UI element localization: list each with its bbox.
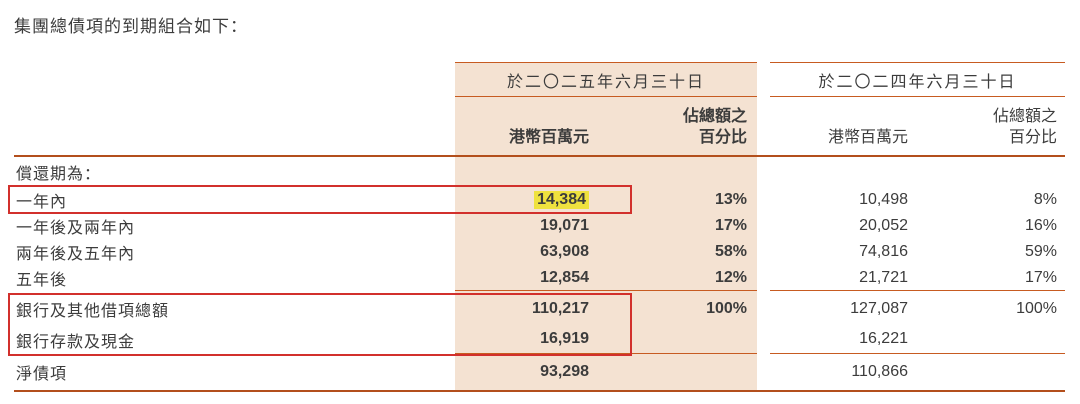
- row-label: 銀行及其他借項總額: [16, 303, 170, 320]
- header-percent-line2: 百分比: [1008, 129, 1057, 146]
- cell-percent-2025: 13%: [714, 191, 747, 208]
- cell-percent-2025: [595, 325, 757, 354]
- row-label: 一年後及兩年內: [16, 220, 136, 237]
- period-header-row: 於二〇二五年六月三十日 於二〇二四年六月三十日: [14, 62, 1065, 97]
- row-label: 銀行存款及現金: [16, 333, 136, 351]
- column-gap: [757, 97, 770, 155]
- cell-percent-2024: 17%: [915, 265, 1065, 291]
- intro-text: 集團總債項的到期組合如下：: [14, 17, 248, 36]
- row-label: 一年內: [16, 194, 68, 211]
- table-row-net-debt: 淨債項 93,298 110,866: [14, 354, 1065, 390]
- cell-percent-2024: [915, 354, 1065, 390]
- cell-amount-2025: 12,854: [455, 265, 595, 291]
- header-amount-label: 港幣百萬元: [508, 129, 589, 146]
- table-row-total-borrowings: 銀行及其他借項總額 110,217 100% 127,087 100%: [14, 291, 1065, 325]
- cell-percent-2024: 8%: [1033, 191, 1057, 208]
- header-amount-2024: 港幣百萬元: [770, 97, 915, 155]
- header-percent-2024: 佔總額之 百分比: [915, 97, 1065, 155]
- cell-amount-2024: 20,052: [859, 217, 908, 234]
- cell-amount-2024: 127,087: [850, 300, 908, 317]
- cell-percent-2025: 12%: [595, 265, 757, 291]
- cell-percent-2024: 59%: [1024, 243, 1057, 260]
- cell-amount-2024: 10,498: [859, 191, 908, 208]
- cell-percent-2024: 100%: [1016, 300, 1057, 317]
- cell-percent-2025: 17%: [714, 217, 747, 234]
- cell-amount-2025: 14,384: [455, 187, 595, 213]
- table-row-within-one-year: 一年內 14,384 13% 10,498 8%: [14, 187, 1065, 213]
- cell-amount-2025: 16,919: [455, 325, 595, 354]
- header-percent-line1: 佔總額之: [682, 108, 747, 125]
- header-amount-2025: 港幣百萬元: [455, 97, 595, 155]
- header-percent-line2: 百分比: [698, 129, 747, 146]
- row-label: 淨債項: [16, 366, 68, 383]
- table-row-one-to-two-years: 一年後及兩年內 19,071 17% 20,052 16%: [14, 213, 1065, 239]
- cell-amount-2024: 21,721: [770, 265, 915, 291]
- period-header-2025: 於二〇二五年六月三十日: [455, 62, 757, 97]
- header-percent-2025: 佔總額之 百分比: [595, 97, 757, 155]
- cell-percent-2024: 16%: [1024, 217, 1057, 234]
- header-percent-line1: 佔總額之: [992, 108, 1057, 125]
- cell-amount-2025: 110,217: [532, 300, 589, 317]
- cell-amount-2025: 93,298: [540, 363, 589, 380]
- row-label: 五年後: [16, 272, 68, 289]
- cell-percent-2025: 58%: [714, 243, 747, 260]
- column-gap: [757, 62, 770, 97]
- row-label: 兩年後及五年內: [16, 246, 136, 263]
- period-header-2024: 於二〇二四年六月三十日: [770, 62, 1065, 97]
- table-row-after-five-years: 五年後 12,854 12% 21,721 17%: [14, 265, 1065, 291]
- table-section-row: 償還期為：: [14, 157, 1065, 187]
- debt-maturity-table: 於二〇二五年六月三十日 於二〇二四年六月三十日 港幣百萬元 佔總額之 百分比 港…: [14, 62, 1065, 392]
- section-label: 償還期為：: [16, 166, 102, 183]
- cell-amount-2025: 63,908: [540, 243, 589, 260]
- cell-amount-2024: 74,816: [859, 243, 908, 260]
- sub-header-row: 港幣百萬元 佔總額之 百分比 港幣百萬元 佔總額之 百分比: [14, 97, 1065, 157]
- cell-percent-2024: [915, 325, 1065, 354]
- cell-amount-2024: 110,866: [851, 363, 908, 380]
- cell-percent-2025: 100%: [706, 300, 747, 317]
- cell-percent-2025: [595, 354, 757, 390]
- current-period-column-background: [455, 62, 757, 390]
- empty-header-cell: [14, 97, 455, 155]
- header-amount-label: 港幣百萬元: [827, 129, 908, 146]
- cell-amount-2024: 16,221: [770, 325, 915, 354]
- cell-amount-2025: 19,071: [540, 217, 589, 234]
- empty-header-cell: [14, 62, 455, 97]
- highlighted-value: 14,384: [534, 191, 589, 209]
- table-row-deposits-and-cash: 銀行存款及現金 16,919 16,221: [14, 325, 1065, 354]
- table-row-two-to-five-years: 兩年後及五年內 63,908 58% 74,816 59%: [14, 239, 1065, 265]
